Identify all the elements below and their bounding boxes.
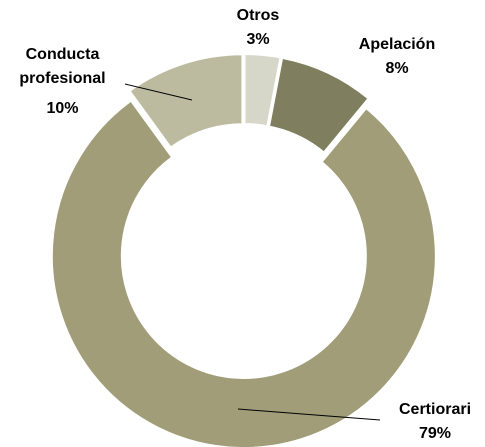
slice-label: Conducta profesional 10% <box>0 43 125 121</box>
category-name: Otros <box>236 7 280 24</box>
donut-slice <box>267 56 370 154</box>
slice-label: Apelación 8% <box>337 33 457 81</box>
category-name: Apelación <box>358 36 436 53</box>
slice-label: Certiorari 79% <box>375 398 485 446</box>
value-label: 8% <box>385 60 409 77</box>
leader-line <box>124 83 193 101</box>
value-label: 79% <box>418 425 452 442</box>
donut-slice <box>243 53 282 128</box>
slice-label: Otros 3% <box>208 4 308 52</box>
leader-line <box>237 408 381 421</box>
donut-slice <box>50 99 437 447</box>
category-name: Certiorari <box>398 401 472 418</box>
value-label: 3% <box>246 31 270 48</box>
donut-slice <box>128 53 244 149</box>
category-name: Conducta profesional <box>19 46 106 87</box>
value-label: 10% <box>46 100 79 117</box>
